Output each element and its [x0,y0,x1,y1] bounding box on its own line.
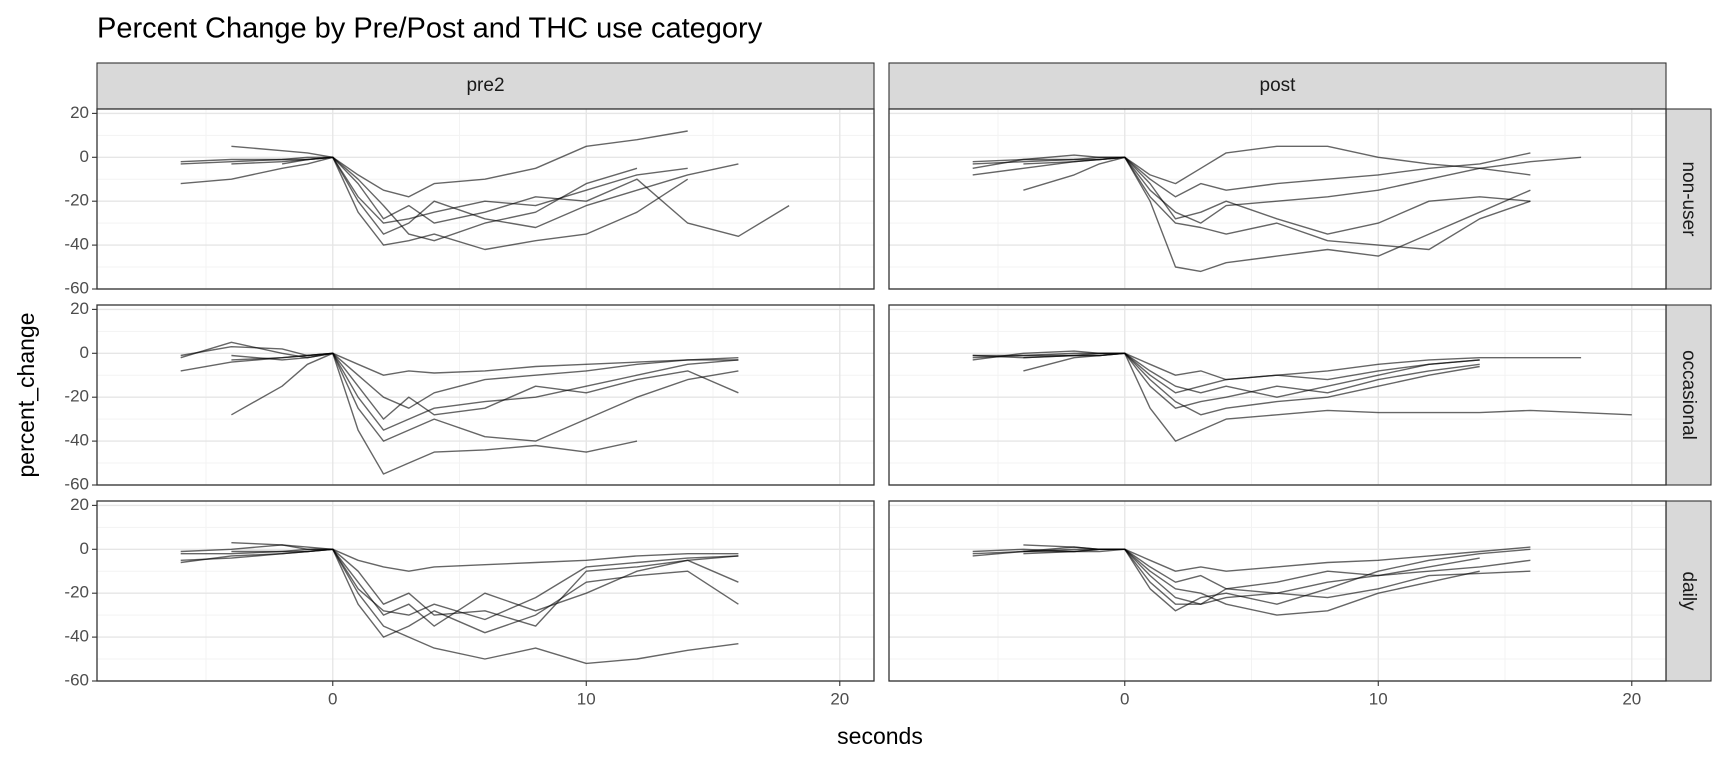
data-line [231,352,739,431]
y-tick-label: -60 [64,278,89,297]
panel [888,304,1667,486]
series-group [180,341,739,475]
strip-background [1665,108,1712,290]
panel-background [97,109,874,289]
strip-background [1665,500,1712,682]
data-line [972,546,1531,572]
data-line [972,352,1582,381]
panel [888,108,1667,290]
data-line [972,145,1531,185]
y-tick-label: 20 [70,103,89,122]
data-line [180,341,739,442]
data-line [972,352,1480,416]
data-line [180,352,739,376]
x-tick-label: 0 [1120,689,1129,708]
panel [96,500,875,682]
panel-background [97,305,874,485]
y-tick-label: -20 [64,583,89,602]
series-group [972,544,1531,616]
strip-label: non-user [1678,162,1699,238]
data-line [972,352,1632,442]
series-group [972,145,1582,273]
strip-background [1665,304,1712,486]
data-line [1023,548,1531,605]
strip-label: post [1260,75,1297,96]
y-tick-label: 0 [80,539,89,558]
panel-border [888,108,1667,290]
data-line [180,548,739,621]
y-axis-label: percent_change [13,313,39,478]
y-tick-label: -60 [64,474,89,493]
data-line [231,542,739,572]
data-line [281,156,790,237]
panel-background [889,501,1666,681]
strip-label: daily [1678,571,1699,611]
strip-label: occasional [1678,350,1699,440]
panel-border [888,500,1667,682]
x-axis-label: seconds [837,723,923,749]
series-group [972,350,1632,442]
series-group [180,542,739,665]
data-line [231,352,739,420]
panel-background [889,305,1666,485]
data-line [180,156,689,251]
x-tick-label: 20 [830,689,849,708]
data-line [180,346,739,409]
data-line [972,350,1480,398]
strip-background [96,62,875,110]
strip-background [888,62,1667,110]
y-tick-label: -20 [64,191,89,210]
panel-background [889,109,1666,289]
data-line [1023,548,1531,612]
panel [96,108,875,290]
y-tick-label: 20 [70,299,89,318]
y-tick-label: -40 [64,235,89,254]
y-tick-label: -20 [64,387,89,406]
data-line [972,156,1531,251]
chart-title: Percent Change by Pre/Post and THC use c… [97,13,763,45]
y-tick-label: -40 [64,431,89,450]
data-line [972,156,1531,273]
y-tick-label: 0 [80,147,89,166]
data-line [231,145,638,242]
panel-border [96,500,875,682]
panel-border [96,304,875,486]
x-tick-label: 10 [1369,689,1388,708]
data-line [1023,156,1582,224]
panel-border [888,304,1667,486]
panel-border [96,108,875,290]
x-tick-label: 20 [1622,689,1641,708]
data-line [180,544,739,627]
y-tick-label: 20 [70,495,89,514]
panel-background [97,501,874,681]
y-tick-label: 0 [80,343,89,362]
strip-label: pre2 [466,75,504,96]
data-line [180,156,739,235]
x-tick-label: 0 [328,689,337,708]
y-tick-label: -40 [64,627,89,646]
data-line [180,548,739,627]
x-tick-label: 10 [577,689,596,708]
panel [888,500,1667,682]
series-group [180,130,790,251]
y-tick-label: -60 [64,670,89,689]
panel [96,304,875,486]
data-line [972,156,1531,235]
